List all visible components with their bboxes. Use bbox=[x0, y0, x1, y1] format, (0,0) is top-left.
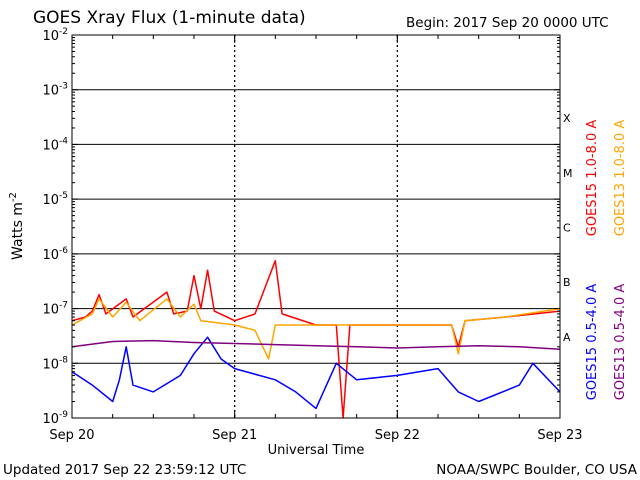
y-tick-label: 10-2 bbox=[42, 27, 68, 44]
chart-title: GOES Xray Flux (1-minute data) bbox=[33, 8, 306, 28]
x-tick-label: Sep 20 bbox=[49, 428, 94, 443]
grid-lines bbox=[72, 34, 560, 419]
flare-class-label: C bbox=[563, 222, 571, 235]
y-axis-title-main: Watts m bbox=[10, 202, 26, 260]
begin-time-label: Begin: 2017 Sep 20 0000 UTC bbox=[406, 15, 609, 31]
updated-timestamp: Updated 2017 Sep 22 23:59:12 UTC bbox=[3, 462, 246, 478]
legend-entry: GOES13 1.0-8.0 A bbox=[613, 120, 628, 237]
x-tick-label: Sep 23 bbox=[537, 428, 582, 443]
y-tick-base: 10 bbox=[42, 29, 59, 44]
y-tick-base: 10 bbox=[42, 138, 59, 153]
y-tick-exponent: -6 bbox=[59, 246, 68, 256]
y-tick-label: 10-6 bbox=[42, 246, 68, 263]
flare-class-label: M bbox=[563, 167, 573, 180]
y-tick-exponent: -2 bbox=[59, 27, 68, 37]
legend-entry: GOES15 1.0-8.0 A bbox=[585, 120, 600, 237]
flare-class-label: X bbox=[563, 112, 571, 125]
legend: GOES15 1.0-8.0 A GOES13 1.0-8.0 A GOES15 0… bbox=[585, 120, 628, 401]
y-tick-exponent: -7 bbox=[59, 301, 68, 311]
series-line bbox=[71, 298, 561, 360]
y-tick-base: 10 bbox=[42, 84, 59, 99]
y-tick-exponent: -5 bbox=[59, 191, 68, 201]
y-tick-exponent: -8 bbox=[59, 355, 68, 365]
legend-entry: GOES13 0.5-4.0 A bbox=[613, 284, 628, 401]
y-tick-base: 10 bbox=[42, 303, 59, 318]
legend-entry: GOES15 0.5-4.0 A bbox=[585, 284, 600, 401]
y-tick-exponent: -3 bbox=[59, 82, 68, 92]
y-tick-exponent: -4 bbox=[59, 136, 68, 146]
x-tick-label: Sep 22 bbox=[375, 428, 420, 443]
series-line bbox=[71, 336, 561, 410]
plot-frame bbox=[71, 34, 561, 419]
y-tick-base: 10 bbox=[42, 412, 59, 427]
flare-class-label: B bbox=[563, 276, 571, 289]
y-tick-base: 10 bbox=[42, 357, 59, 372]
y-axis-title: Watts m-2 bbox=[8, 192, 26, 260]
y-tick-label: 10-5 bbox=[42, 191, 68, 208]
y-axis-label: Watts m-2 bbox=[8, 192, 26, 260]
flare-class-label: A bbox=[563, 331, 571, 344]
y-tick-label: 10-8 bbox=[42, 355, 68, 372]
series-line bbox=[71, 339, 561, 351]
y-tick-base: 10 bbox=[42, 193, 59, 208]
y-tick-base: 10 bbox=[42, 248, 59, 263]
y-tick-label: 10-9 bbox=[42, 410, 68, 427]
x-tick-label: Sep 21 bbox=[212, 428, 257, 443]
y-tick-label: 10-4 bbox=[42, 136, 68, 153]
y-tick-label: 10-3 bbox=[42, 82, 68, 99]
y-axis-title-sup: -2 bbox=[8, 192, 19, 202]
y-tick-exponent: -9 bbox=[59, 410, 68, 420]
x-axis-label: Universal Time bbox=[268, 443, 365, 458]
data-series bbox=[71, 259, 561, 419]
series-line bbox=[71, 259, 561, 419]
credit-label: NOAA/SWPC Boulder, CO USA bbox=[436, 462, 638, 478]
y-tick-label: 10-7 bbox=[42, 301, 68, 318]
